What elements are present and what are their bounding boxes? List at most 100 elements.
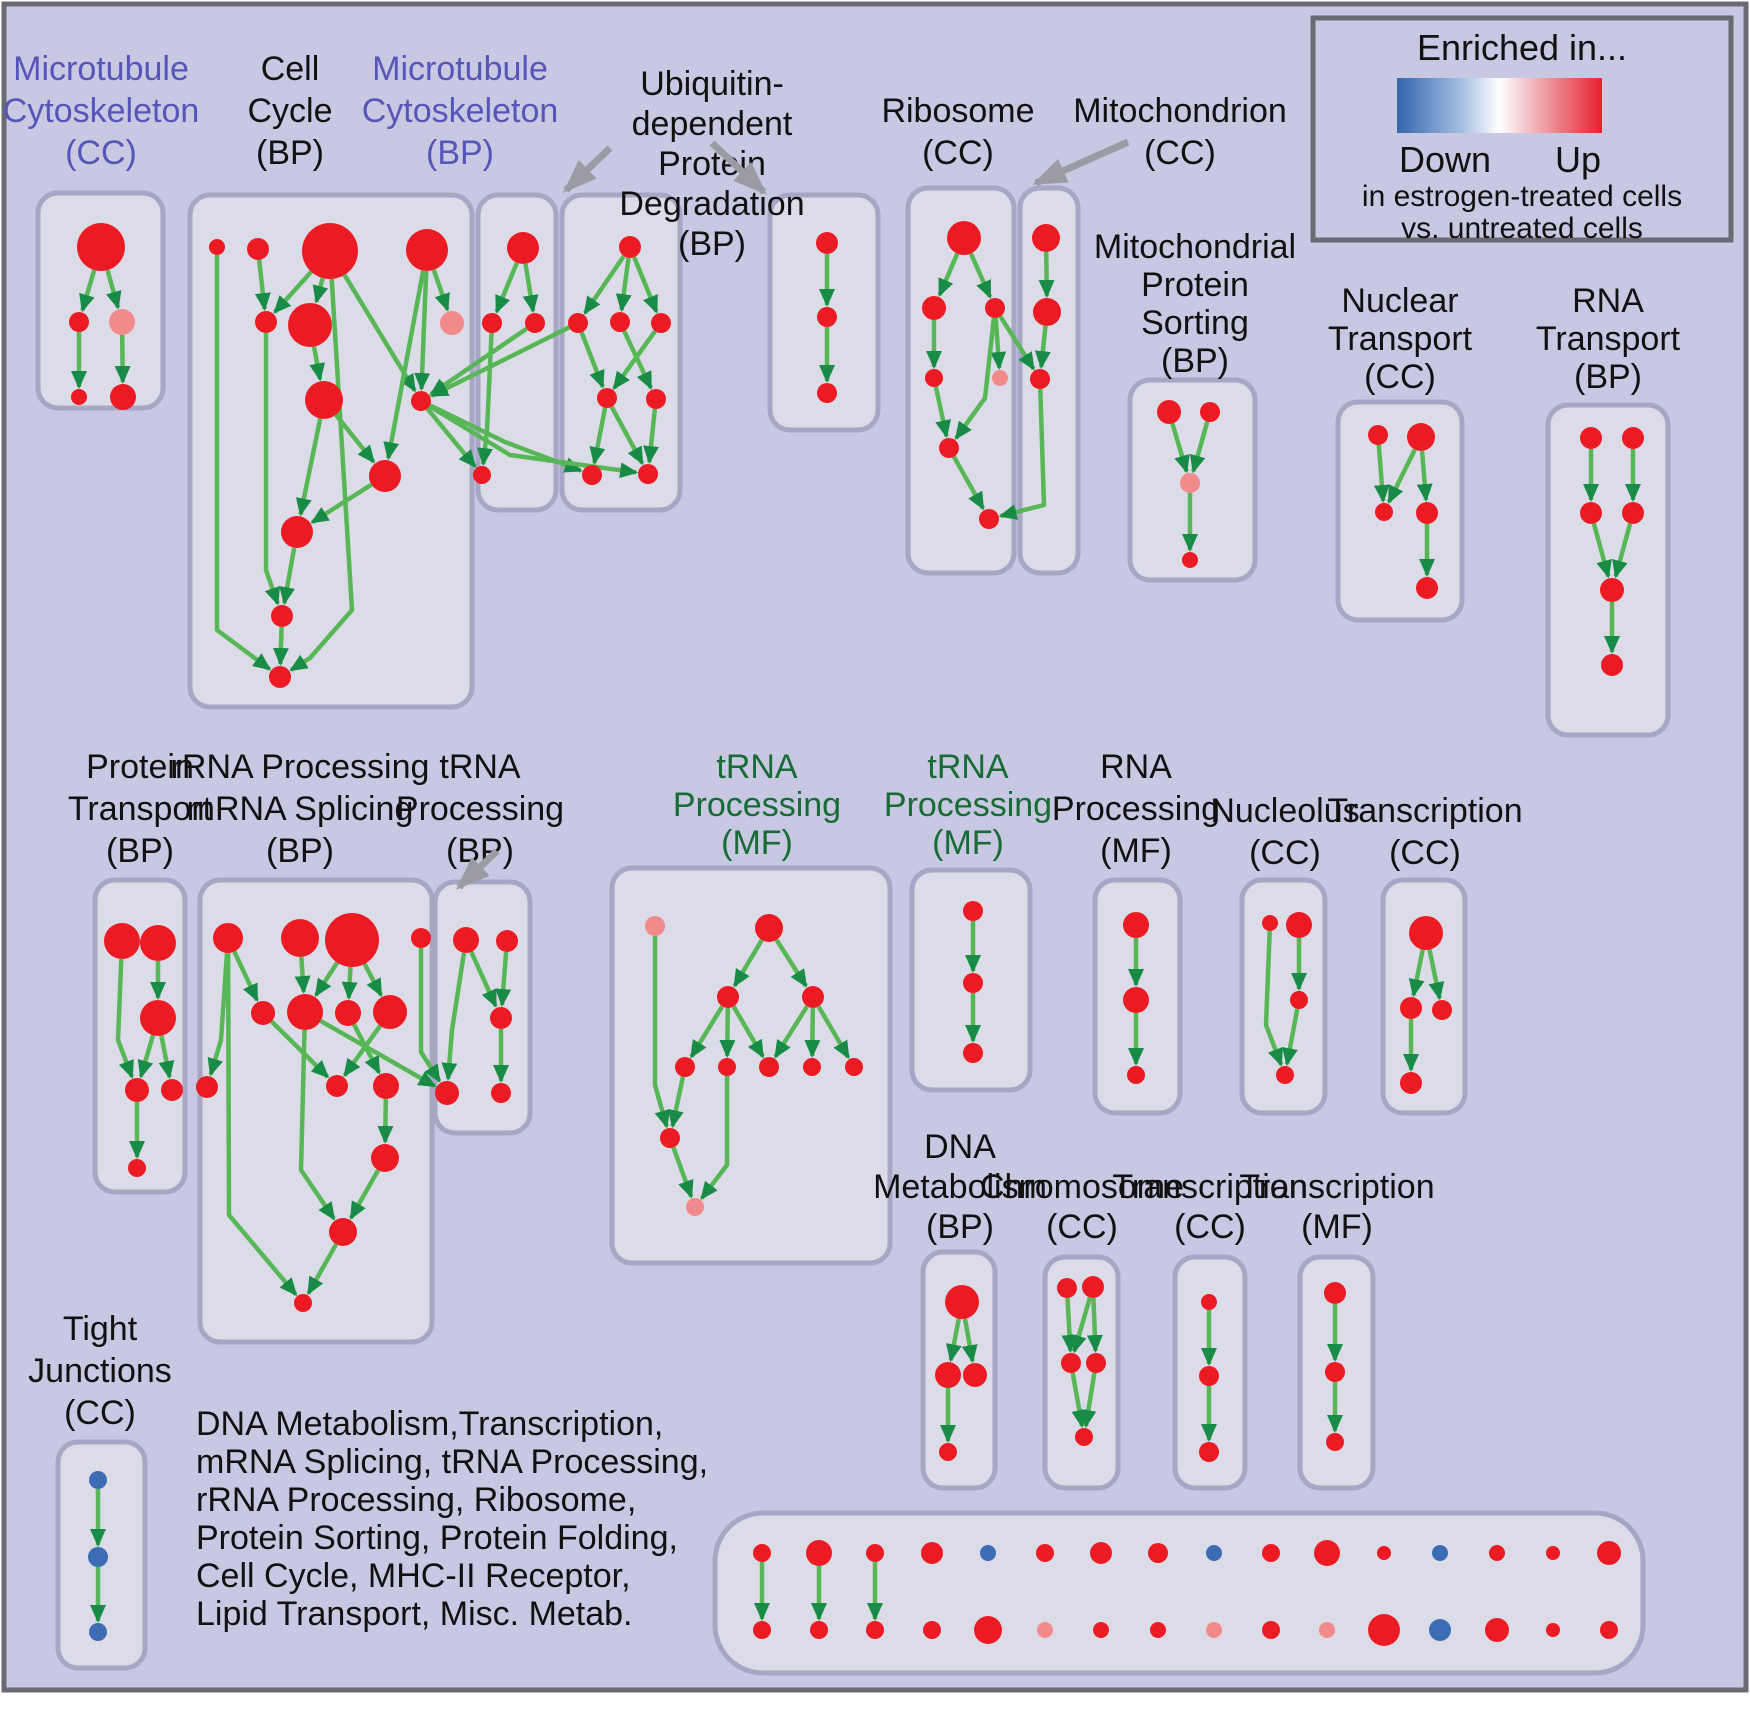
gene-node-dna-metabolism-2: [963, 1363, 987, 1387]
gene-node-ribosome-5: [939, 438, 959, 458]
gene-node-cell-cycle-11: [271, 605, 293, 627]
edge-rna-transport: [1612, 523, 1633, 579]
cluster-boxes-layer: [35, 185, 1671, 1676]
gene-node-misc-pathways-18: [1262, 1544, 1280, 1562]
edge-trna-processing-mf-1: [689, 1005, 725, 1059]
gene-node-cell-cycle-5: [288, 303, 332, 347]
cross-edge: [998, 388, 1047, 520]
gene-node-rrna-processing-mrna-splicing-0: [213, 923, 243, 953]
cluster-label-16: Transcription (CC): [1327, 792, 1522, 872]
edge-trna-processing-mf-1: [773, 1005, 810, 1059]
edges-layer: [71, 251, 1641, 1623]
edge-cell-cycle: [279, 547, 297, 606]
footnote-text: DNA Metabolism,Transcription, mRNA Splici…: [196, 1405, 708, 1633]
gene-node-protein-transport-4: [161, 1079, 183, 1101]
edge-rrna-processing-mrna-splicing: [362, 962, 384, 997]
gene-node-microtubule-bp-2: [525, 313, 545, 333]
cross-edge: [998, 315, 1036, 371]
edge-cell-cycle: [272, 626, 289, 666]
gene-node-trna-processing-mf-2-2: [963, 1043, 983, 1063]
gene-node-transcription-mf-0: [1324, 1282, 1346, 1304]
edge-trna-processing-mf-1: [667, 1076, 686, 1129]
edge-cell-cycle: [312, 277, 329, 304]
cluster-label-7: Nuclear Transport (CC): [1328, 282, 1473, 396]
gene-node-misc-pathways-7: [923, 1621, 941, 1639]
gene-node-misc-pathways-25: [1429, 1619, 1451, 1641]
edge-ribosome: [933, 386, 951, 439]
gene-node-rna-processing-mf-0: [1123, 912, 1149, 938]
gene-node-ribosome-2: [985, 298, 1005, 318]
legend-gradient-bar: [1397, 78, 1602, 133]
edge-rrna-processing-mrna-splicing: [294, 956, 311, 994]
edge-dna-metabolism: [945, 1318, 962, 1363]
cluster-box-misc-pathways: [712, 1510, 1646, 1676]
cluster-box-nucleolus: [1239, 877, 1328, 1116]
cluster-label-2: Microtubule Cytoskeleton (BP): [362, 50, 559, 172]
gene-node-dna-metabolism-3: [939, 1443, 957, 1461]
edge-trna-processing-mf-1: [816, 1005, 851, 1060]
gene-node-nucleolus-2: [1290, 991, 1308, 1009]
cluster-label-18: Chromosome (CC): [980, 1168, 1184, 1246]
gene-node-rna-processing-mf-1: [1123, 987, 1149, 1013]
edge-trna-processing-mf-1: [732, 938, 764, 988]
gene-node-rrna-processing-mrna-splicing-8: [326, 1075, 348, 1097]
cluster-label-14: RNA Processing (MF): [1052, 748, 1220, 870]
gene-node-transcription-cc-mid-0: [1409, 916, 1443, 950]
edge-trna-processing-mf-1: [774, 938, 808, 988]
legend-subtitle-2: vs. untreated cells: [1401, 212, 1643, 245]
gene-node-trna-processing-mf-1-9: [660, 1128, 680, 1148]
gene-node-nuclear-transport-1: [1407, 423, 1435, 451]
edge-rrna-processing-mrna-splicing: [207, 952, 230, 1077]
edge-mitochondrion: [1034, 325, 1051, 370]
edge-protein-transport: [158, 1035, 175, 1080]
cluster-label-19: Transcription (CC): [1112, 1168, 1307, 1246]
edge-ribosome: [937, 252, 960, 297]
edge-rrna-processing-mrna-splicing: [341, 966, 358, 1000]
edge-trna-processing-mf-1: [731, 1005, 765, 1059]
gene-node-rrna-processing-mrna-splicing-5: [287, 994, 323, 1030]
cluster-label-1: Cell Cycle (BP): [247, 50, 332, 172]
gene-node-rrna-processing-mrna-splicing-1: [281, 919, 319, 957]
gene-node-rrna-processing-mrna-splicing-3: [411, 928, 431, 948]
gene-node-trna-processing-bp-1: [496, 930, 518, 952]
gene-node-misc-pathways-28: [1546, 1546, 1560, 1560]
cluster-labels-layer: Microtubule Cytoskeleton (CC) Cell Cycle (BP)…: [3, 50, 1681, 1432]
edge-transcription-cc-mid: [1408, 949, 1425, 998]
edge-nuclear-transport: [1416, 450, 1433, 502]
edge-cell-cycle: [383, 270, 426, 461]
cluster-label-0: Microtubule Cytoskeleton (CC): [3, 50, 200, 172]
gene-node-tight-junctions-0: [89, 1471, 107, 1489]
edge-chromosome: [1071, 1296, 1093, 1354]
label-pointer-arrow-2: [1032, 138, 1130, 187]
gene-node-protein-transport-2: [140, 1000, 176, 1036]
gene-node-ubiquitin-degradation-1-5: [646, 389, 666, 409]
gene-node-ubiquitin-degradation-2-1: [817, 307, 837, 327]
cluster-label-8: RNA Transport (BP): [1536, 282, 1681, 396]
gene-node-rna-transport-0: [1580, 427, 1602, 449]
gene-node-protein-transport-0: [104, 923, 140, 959]
edge-trna-processing-bp: [469, 950, 498, 1008]
gene-node-microtubule-bp-3: [473, 466, 491, 484]
gene-node-cell-cycle-2: [302, 223, 358, 279]
edge-trna-processing-mf-1: [652, 936, 671, 1129]
gene-node-rrna-processing-mrna-splicing-13: [196, 1076, 218, 1098]
edge-cell-cycle: [334, 413, 376, 464]
cluster-box-transcription-cc-mid: [1380, 877, 1468, 1116]
gene-node-microtubule-cc-3: [71, 389, 87, 405]
edge-chromosome: [1061, 1297, 1078, 1353]
edge-ribosome: [968, 252, 993, 299]
gene-node-misc-pathways-24: [1432, 1545, 1448, 1561]
gene-node-transcription-cc-bottom-0: [1201, 1294, 1217, 1310]
gene-node-transcription-cc-mid-2: [1432, 1000, 1452, 1020]
cluster-label-6: Mitochondrial Protein Sorting (BP): [1094, 228, 1296, 380]
gene-node-protein-transport-1: [140, 925, 176, 961]
gene-node-misc-pathways-9: [974, 1616, 1002, 1644]
gene-node-misc-pathways-14: [1148, 1543, 1168, 1563]
edge-rrna-processing-mrna-splicing: [314, 961, 340, 997]
edge-microtubule-bp: [494, 261, 519, 314]
edge-cell-cycle: [309, 346, 326, 382]
gene-node-ribosome-3: [925, 369, 943, 387]
edge-nucleolus: [1263, 930, 1284, 1067]
cluster-label-17: DNA Metabolism (BP): [873, 1128, 1047, 1246]
